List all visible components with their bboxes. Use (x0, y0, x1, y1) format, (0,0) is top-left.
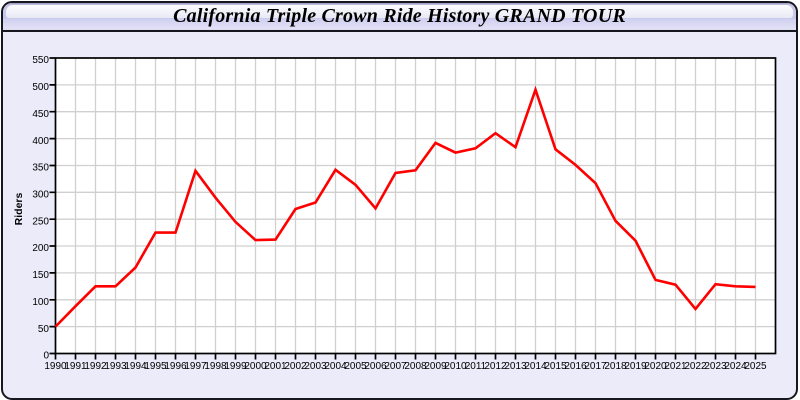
svg-text:2021: 2021 (664, 361, 687, 372)
svg-text:2005: 2005 (344, 361, 367, 372)
svg-text:2016: 2016 (564, 361, 587, 372)
svg-text:2020: 2020 (644, 361, 667, 372)
svg-text:2022: 2022 (684, 361, 707, 372)
svg-text:2006: 2006 (364, 361, 387, 372)
svg-text:0: 0 (43, 351, 49, 362)
svg-text:2013: 2013 (504, 361, 527, 372)
svg-text:50: 50 (38, 324, 50, 335)
svg-text:2012: 2012 (484, 361, 507, 372)
svg-text:Riders: Riders (13, 193, 25, 226)
svg-text:500: 500 (32, 82, 49, 93)
svg-text:2008: 2008 (404, 361, 427, 372)
svg-text:2009: 2009 (424, 361, 447, 372)
svg-text:250: 250 (32, 216, 49, 227)
svg-text:2015: 2015 (544, 361, 567, 372)
svg-text:1990: 1990 (44, 361, 67, 372)
svg-text:2007: 2007 (384, 361, 407, 372)
svg-text:2003: 2003 (304, 361, 327, 372)
svg-text:150: 150 (32, 270, 49, 281)
svg-text:2014: 2014 (524, 361, 547, 372)
svg-text:450: 450 (32, 109, 49, 120)
svg-text:2023: 2023 (704, 361, 727, 372)
svg-text:1999: 1999 (224, 361, 247, 372)
svg-text:550: 550 (32, 55, 49, 66)
svg-text:300: 300 (32, 190, 49, 201)
svg-text:2017: 2017 (584, 361, 607, 372)
svg-text:1994: 1994 (124, 361, 147, 372)
svg-text:200: 200 (32, 243, 49, 254)
svg-text:350: 350 (32, 163, 49, 174)
svg-text:2000: 2000 (244, 361, 267, 372)
svg-text:2025: 2025 (744, 361, 767, 372)
svg-text:1996: 1996 (164, 361, 187, 372)
svg-text:400: 400 (32, 136, 49, 147)
svg-text:2004: 2004 (324, 361, 347, 372)
svg-text:100: 100 (32, 297, 49, 308)
svg-text:1998: 1998 (204, 361, 227, 372)
svg-text:2002: 2002 (284, 361, 307, 372)
svg-text:1995: 1995 (144, 361, 167, 372)
svg-text:1991: 1991 (64, 361, 87, 372)
svg-text:2001: 2001 (264, 361, 287, 372)
svg-text:2018: 2018 (604, 361, 627, 372)
svg-text:1997: 1997 (184, 361, 207, 372)
svg-text:2024: 2024 (724, 361, 747, 372)
svg-text:2019: 2019 (624, 361, 647, 372)
svg-text:2011: 2011 (465, 361, 487, 372)
svg-text:1993: 1993 (104, 361, 127, 372)
svg-text:1992: 1992 (84, 361, 107, 372)
svg-text:2010: 2010 (444, 361, 467, 372)
